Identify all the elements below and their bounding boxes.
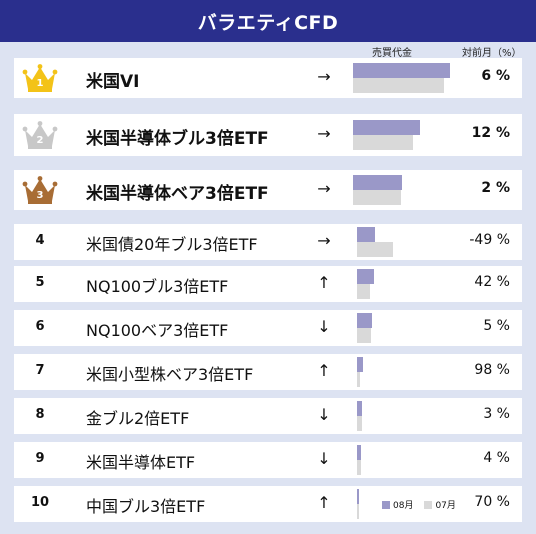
- crown-bronze-icon: 3: [22, 175, 58, 209]
- rank-number: 4: [35, 233, 45, 248]
- change-percent: 4 %: [483, 450, 510, 466]
- rank-number: 10: [30, 495, 50, 510]
- trend-arrow-icon: →: [317, 67, 331, 86]
- change-percent: 6 %: [481, 68, 510, 84]
- bar-previous: [357, 328, 371, 343]
- product-name: NQ100ブル3倍ETF: [86, 277, 229, 296]
- bar-previous: [353, 78, 445, 93]
- bar-previous: [357, 416, 362, 431]
- bar-current: [353, 175, 403, 190]
- bar-current: [357, 401, 362, 416]
- bar-current: [353, 120, 420, 135]
- change-percent: 3 %: [483, 406, 510, 422]
- product-name: NQ100ベア3倍ETF: [86, 321, 229, 340]
- change-percent: 70 %: [474, 494, 510, 510]
- bar-previous: [357, 242, 393, 257]
- product-name: 米国債20年ブル3倍ETF: [86, 235, 258, 254]
- product-name: 米国半導体ETF: [86, 453, 196, 472]
- product-name: 米国半導体ベア3倍ETF: [86, 184, 269, 204]
- product-name: 中国ブル3倍ETF: [86, 497, 206, 516]
- rank-number: 6: [35, 319, 45, 334]
- crown-rank-label: 1: [37, 78, 44, 89]
- legend-previous-swatch: [424, 500, 433, 509]
- trend-arrow-icon: ↑: [317, 493, 331, 512]
- bar-current: [357, 227, 376, 242]
- product-name: 米国小型株ベア3倍ETF: [86, 365, 254, 384]
- bar-previous: [357, 372, 360, 387]
- trend-arrow-icon: →: [317, 179, 331, 198]
- crown-gold-icon: 1: [22, 63, 58, 97]
- trend-arrow-icon: →: [317, 124, 331, 143]
- legend-previous-label: 07月: [435, 501, 456, 511]
- change-percent: -49 %: [469, 232, 510, 248]
- legend-current-label: 08月: [393, 501, 414, 511]
- change-percent: 98 %: [474, 362, 510, 378]
- change-percent: 42 %: [474, 274, 510, 290]
- trend-arrow-icon: ↓: [317, 317, 331, 336]
- bar-previous: [357, 504, 359, 519]
- bar-current: [357, 357, 363, 372]
- table-row[interactable]: 4 米国債20年ブル3倍ETF → -49 %: [14, 224, 522, 260]
- table-row[interactable]: 2 米国半導体ブル3倍ETF → 12 %: [14, 114, 522, 156]
- legend: 08月 07月: [382, 498, 456, 511]
- trend-arrow-icon: ↓: [317, 405, 331, 424]
- trend-arrow-icon: ↑: [317, 361, 331, 380]
- trend-arrow-icon: →: [317, 231, 331, 250]
- legend-current-swatch: [382, 500, 390, 509]
- crown-rank-label: 2: [37, 135, 44, 146]
- table-row[interactable]: 6 NQ100ベア3倍ETF ↓ 5 %: [14, 310, 522, 346]
- table-row[interactable]: 1 米国VI → 6 %: [14, 58, 522, 98]
- table-row[interactable]: 10 中国ブル3倍ETF ↑ 70 % 08月 07月: [14, 486, 522, 522]
- crown-rank-label: 3: [37, 190, 44, 201]
- product-name: 金ブル2倍ETF: [86, 409, 190, 428]
- bar-previous: [357, 284, 370, 299]
- table-row[interactable]: 9 米国半導体ETF ↓ 4 %: [14, 442, 522, 478]
- table-row[interactable]: 7 米国小型株ベア3倍ETF ↑ 98 %: [14, 354, 522, 390]
- change-percent: 5 %: [483, 318, 510, 334]
- bar-previous: [353, 135, 414, 150]
- change-percent: 2 %: [481, 180, 510, 196]
- bar-current: [357, 313, 372, 328]
- bar-previous: [353, 190, 401, 205]
- bar-previous: [357, 460, 361, 475]
- page-title: バラエティCFD: [0, 0, 536, 42]
- bar-current: [353, 63, 450, 78]
- table-row[interactable]: 8 金ブル2倍ETF ↓ 3 %: [14, 398, 522, 434]
- table-row[interactable]: 5 NQ100ブル3倍ETF ↑ 42 %: [14, 266, 522, 302]
- product-name: 米国VI: [86, 72, 140, 92]
- crown-silver-icon: 2: [22, 120, 58, 154]
- product-name: 米国半導体ブル3倍ETF: [86, 129, 269, 149]
- rank-number: 5: [35, 275, 45, 290]
- rank-number: 7: [35, 363, 45, 378]
- trend-arrow-icon: ↑: [317, 273, 331, 292]
- bar-current: [357, 269, 375, 284]
- mom-header: 対前月（%）: [462, 48, 522, 59]
- trading-value-header: 売買代金: [372, 48, 412, 59]
- bar-current: [357, 445, 361, 460]
- rank-number: 8: [35, 407, 45, 422]
- rank-number: 9: [35, 451, 45, 466]
- trend-arrow-icon: ↓: [317, 449, 331, 468]
- change-percent: 12 %: [471, 125, 510, 141]
- bar-current: [357, 489, 359, 504]
- table-row[interactable]: 3 米国半導体ベア3倍ETF → 2 %: [14, 170, 522, 210]
